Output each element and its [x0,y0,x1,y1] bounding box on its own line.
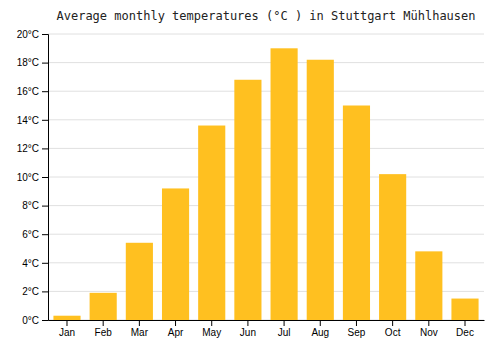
y-axis-line [42,35,49,321]
bar [126,243,153,320]
bar [271,48,298,320]
y-tick-label: 20°C [17,29,39,40]
y-tick: 12°C [17,143,48,154]
y-tick-label: 4°C [22,258,39,269]
bars [53,48,478,320]
grid-line [48,91,484,92]
x-tick-label: Jun [240,327,256,338]
bar [162,188,189,320]
bar [415,251,442,320]
bar [451,299,478,320]
x-tick-label: Mar [131,327,149,338]
y-tick-label: 8°C [22,200,39,211]
y-tick: 20°C [17,29,48,40]
y-tick-mark [42,291,48,292]
x-tick: Nov [420,320,438,338]
x-tick: Sep [348,320,366,338]
x-tick-mark [66,320,67,326]
grid-line [48,34,484,35]
x-tick-mark [103,320,104,326]
y-tick: 8°C [22,200,48,211]
x-tick-label: Feb [95,327,113,338]
x-tick-label: May [202,327,221,338]
x-tick: Aug [311,320,329,338]
grid-line [48,119,484,120]
y-tick-label: 2°C [22,286,39,297]
bar [379,174,406,320]
y-tick-label: 18°C [17,57,39,68]
x-tick-label: Sep [348,327,366,338]
bar [234,80,261,320]
y-tick: 6°C [22,229,48,240]
x-tick: Feb [95,320,113,338]
title: Average monthly temperatures (°C ) in St… [56,9,475,23]
y-tick-mark [42,320,48,321]
x-tick: Oct [385,320,401,338]
grid [48,34,484,320]
x-tick-mark [465,320,466,326]
x-tick: Dec [456,320,474,338]
x-tick-label: Jul [278,327,291,338]
grid-line [48,205,484,206]
y-tick-mark [42,263,48,264]
x-tick-mark [139,320,140,326]
y-tick-label: 6°C [22,229,39,240]
y-tick-label: 16°C [17,86,39,97]
y-tick: 10°C [17,172,48,183]
y-tick: 16°C [17,86,48,97]
bar [198,126,225,320]
x-tick-mark [356,320,357,326]
x-tick: Jun [240,320,256,338]
y-tick: 0°C [22,315,48,326]
y-tick-label: 10°C [17,172,39,183]
y-tick-mark [42,148,48,149]
grid-line [48,177,484,178]
y-tick-label: 0°C [22,315,39,326]
y-axis: 0°C 2°C 4°C 6°C 8°C 10°C 12°C 14°C 16°C 18°C 20°C [17,29,49,326]
y-tick-label: 14°C [17,115,39,126]
x-tick-label: Nov [420,327,438,338]
y-tick-label: 12°C [17,143,39,154]
x-tick-label: Dec [456,327,474,338]
bar [343,106,370,321]
x-tick-mark [175,320,176,326]
grid-line [48,62,484,63]
y-tick-mark [42,91,48,92]
plot-area: 0°C 2°C 4°C 6°C 8°C 10°C 12°C 14°C 16°C 18°C 20°C J… [17,29,485,338]
x-tick-label: Oct [385,327,401,338]
y-tick-mark [42,206,48,207]
y-tick-mark [42,120,48,121]
chart: 0°C 2°C 4°C 6°C 8°C 10°C 12°C 14°C 16°C 18°C 20°C J… [0,0,500,350]
x-tick-label: Apr [168,327,184,338]
x-tick: Apr [168,320,184,338]
x-tick-mark [320,320,321,326]
x-tick-label: Jan [59,327,75,338]
y-tick: 4°C [22,258,48,269]
x-tick-mark [247,320,248,326]
x-tick: Jul [278,320,291,338]
x-tick: Jan [59,320,75,338]
x-tick-mark [428,320,429,326]
bar [53,316,80,320]
bar [307,60,334,320]
x-tick: May [202,320,221,338]
x-tick: Mar [131,320,149,338]
y-tick: 2°C [22,286,48,297]
y-tick-mark [42,234,48,235]
x-tick-mark [392,320,393,326]
grid-line [48,234,484,235]
x-tick-mark [284,320,285,326]
x-axis-line [49,320,485,321]
y-tick: 18°C [17,57,48,68]
x-tick-label: Aug [311,327,329,338]
grid-line [48,148,484,149]
x-tick-mark [211,320,212,326]
bar [90,293,117,320]
y-tick-mark [42,177,48,178]
y-tick-mark [42,34,48,35]
y-tick: 14°C [17,115,48,126]
x-axis: Jan Feb Mar Apr May Jun Jul Aug Sep Oct Nov Dec [49,320,485,338]
y-tick-mark [42,63,48,64]
